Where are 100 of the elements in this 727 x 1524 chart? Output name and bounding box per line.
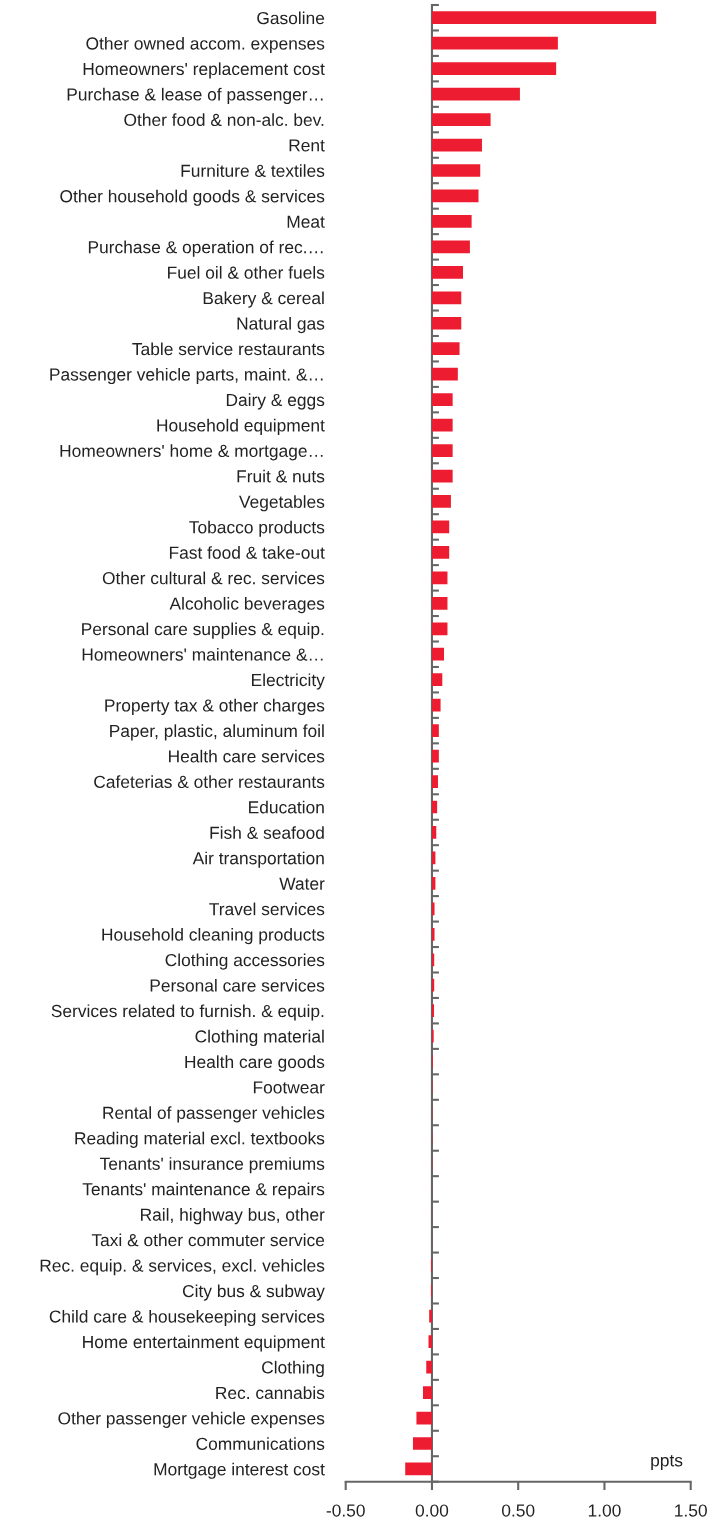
y-tick-label: Fish & seafood	[210, 826, 324, 839]
bar	[431, 215, 472, 228]
bar	[431, 418, 453, 432]
bar	[431, 647, 445, 661]
y-tick-label: Travel services	[209, 902, 325, 916]
bar	[431, 698, 441, 712]
y-tick-label: Health care services	[169, 749, 325, 763]
y-tick-label: Furniture & textiles	[181, 164, 325, 177]
y-tick-label: Education	[249, 800, 324, 814]
y-tick-label: Meat	[287, 215, 325, 228]
y-tick-label: Rent	[289, 139, 325, 152]
bar	[431, 342, 460, 356]
bar	[428, 1335, 432, 1349]
y-tick-label: Footwear	[253, 1081, 325, 1094]
bar	[431, 11, 657, 25]
y-tick-label: Rail, highway bus, other	[141, 1208, 325, 1225]
y-tick-label: Rental of passenger vehicles	[103, 1106, 325, 1123]
y-tick-label: Fruit & nuts	[237, 469, 325, 483]
y-tick-label: Rec. equip. & services, excl. vehicles	[40, 1259, 325, 1276]
bar	[431, 953, 435, 967]
y-tick-label: Child care & housekeeping services	[49, 1309, 325, 1327]
y-tick-label: City bus & subway	[182, 1284, 325, 1301]
y-tick-label: Vegetables	[239, 495, 325, 512]
bar	[431, 87, 520, 101]
bar	[431, 520, 450, 534]
bar	[431, 36, 558, 50]
bar	[431, 444, 453, 457]
y-tick-label: Tobacco products	[189, 520, 325, 537]
y-tick-label: Water	[279, 877, 325, 890]
bar	[431, 1004, 435, 1018]
y-tick-label: Services related to furnish. & equip.	[51, 1004, 324, 1021]
y-tick-label: Paper, plastic, aluminum foil	[110, 724, 324, 741]
bar	[422, 1386, 432, 1399]
bar	[431, 164, 481, 177]
bar	[431, 367, 458, 381]
x-tick-label: 0.50	[501, 1504, 535, 1517]
y-tick-label: Table service restaurants	[132, 342, 325, 356]
y-tick-label: Health care goods	[185, 1055, 325, 1072]
y-tick-label: Homeowners' home & mortgage…	[60, 444, 323, 461]
bar	[431, 902, 435, 916]
bar	[431, 240, 470, 254]
bar	[429, 1309, 432, 1323]
x-tick-label: -0.50	[326, 1504, 365, 1517]
y-tick-label: Reading material excl. textbooks	[75, 1131, 325, 1148]
y-tick-label: Homeowners' replacement cost	[83, 62, 325, 79]
bar	[431, 62, 557, 76]
bar	[431, 546, 450, 559]
bar	[431, 495, 451, 508]
y-tick-label: Natural gas	[237, 316, 325, 334]
bar	[431, 113, 491, 126]
y-tick-label: Tenants' insurance premiums	[100, 1157, 325, 1174]
y-tick-label: Passenger vehicle parts, maint. &…	[50, 367, 323, 385]
x-tick-label: 1.50	[675, 1504, 707, 1517]
bar	[431, 393, 453, 406]
y-tick-label: Dairy & eggs	[226, 393, 325, 410]
bar	[431, 826, 437, 839]
bar	[431, 927, 435, 941]
y-tick-label: Mortgage interest cost	[154, 1462, 325, 1479]
bar	[412, 1437, 432, 1450]
x-tick-label: 0.00	[415, 1504, 449, 1517]
y-tick-label: Personal care services	[150, 978, 325, 992]
y-tick-label: Clothing material	[195, 1029, 324, 1047]
y-tick-label: Other household goods & services	[60, 189, 325, 206]
y-tick-label: Purchase & operation of rec.…	[88, 240, 323, 257]
bar	[426, 1360, 432, 1374]
y-tick-label: Personal care supplies & equip.	[82, 622, 324, 639]
y-tick-label: Other cultural & rec. services	[102, 571, 325, 585]
y-tick-label: Household equipment	[157, 418, 325, 435]
bar	[431, 265, 463, 279]
y-tick-label: Electricity	[252, 673, 325, 690]
bar	[431, 189, 479, 203]
y-tick-label: Tenants' maintenance & repairs	[82, 1182, 325, 1199]
y-tick-label: Property tax & other charges	[105, 698, 325, 716]
y-tick-label: Gasoline	[257, 11, 325, 25]
y-tick-label: Household cleaning products	[102, 928, 325, 945]
bar	[431, 622, 448, 636]
bar	[431, 138, 482, 152]
bar	[431, 291, 462, 305]
bar	[431, 596, 448, 610]
y-tick-label: Homeowners' maintenance &…	[82, 647, 323, 661]
y-tick-label: Other passenger vehicle expenses	[58, 1411, 325, 1428]
x-axis-title: ppts	[651, 1455, 683, 1470]
bar	[431, 978, 435, 992]
bar	[431, 775, 438, 788]
y-tick-label: Clothing accessories	[165, 953, 325, 970]
bar	[405, 1462, 432, 1476]
y-tick-label: Other food & non-alc. bev.	[124, 113, 324, 127]
y-tick-label: Communications	[196, 1437, 325, 1450]
bar	[431, 469, 453, 483]
bar	[431, 800, 438, 814]
y-tick-label: Clothing	[262, 1360, 324, 1378]
bar	[431, 673, 443, 687]
y-tick-label: Fast food & take-out	[169, 546, 325, 559]
bar	[431, 724, 439, 737]
bar	[431, 571, 448, 585]
x-tick-label: 1.00	[588, 1504, 621, 1517]
y-tick-label: Home entertainment equipment	[83, 1335, 325, 1352]
y-tick-label: Rec. cannabis	[216, 1386, 325, 1400]
bar	[431, 316, 462, 330]
y-tick-label: Bakery & cereal	[203, 291, 324, 308]
